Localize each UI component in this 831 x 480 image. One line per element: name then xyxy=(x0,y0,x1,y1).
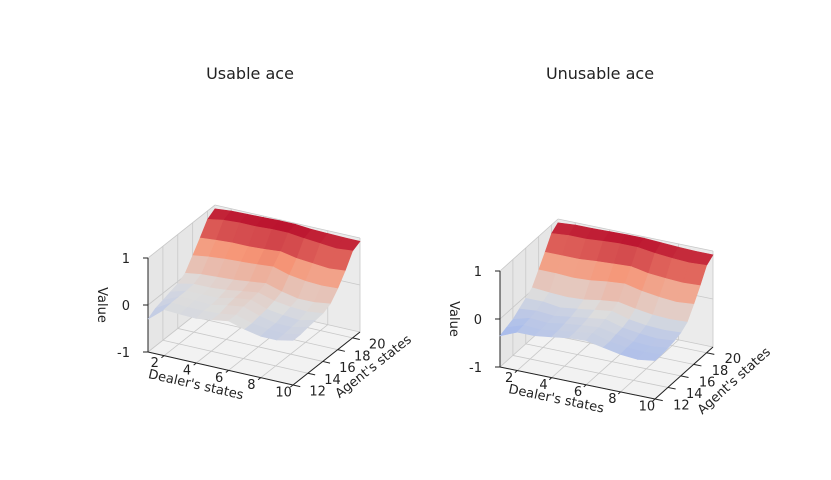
x-tick xyxy=(290,384,294,388)
x-axis-label: Dealer's states xyxy=(147,367,245,403)
y-tick-label: 12 xyxy=(673,398,690,413)
x-tick-label: 10 xyxy=(275,385,292,400)
y-tick-label: 18 xyxy=(354,349,371,364)
chart-title-left: Usable ace xyxy=(206,64,294,83)
y-tick xyxy=(654,398,663,402)
y-tick-label: 12 xyxy=(309,385,326,400)
x-tick-label: 6 xyxy=(215,371,223,386)
x-tick-label: 2 xyxy=(151,356,159,371)
z-tick-label: 0 xyxy=(474,313,482,328)
grid-line xyxy=(260,324,329,378)
y-tick xyxy=(292,384,301,388)
grid-line xyxy=(147,204,216,259)
surface-patch xyxy=(276,333,302,341)
z-tick-label: 0 xyxy=(122,299,130,314)
x-tick xyxy=(549,377,553,381)
y-tick-label: 20 xyxy=(369,337,386,352)
y-axis-line xyxy=(654,346,714,400)
x-axis-label: Dealer's states xyxy=(507,382,605,416)
y-tick-label: 14 xyxy=(324,373,341,388)
x-tick-label: 4 xyxy=(183,363,191,378)
z-tick-label: -1 xyxy=(117,346,130,361)
y-axis-line xyxy=(292,331,361,386)
x-tick xyxy=(161,355,165,359)
y-tick xyxy=(680,375,689,378)
grid-line xyxy=(620,339,679,393)
x-tick xyxy=(193,362,197,366)
surface-patch xyxy=(637,351,663,361)
x-tick xyxy=(617,391,621,395)
z-tick-label: 1 xyxy=(474,265,482,280)
x-tick xyxy=(583,384,587,388)
x-tick xyxy=(652,398,656,402)
y-tick-label: 20 xyxy=(725,352,742,367)
grid-line xyxy=(525,343,681,377)
y-tick xyxy=(706,352,715,355)
y-tick-label: 16 xyxy=(699,375,716,390)
grid-line xyxy=(214,204,361,239)
chart-title-right: Unusable ace xyxy=(546,64,654,83)
x-tick-label: 8 xyxy=(247,378,255,393)
y-tick xyxy=(352,337,360,341)
z-axis-label: Value xyxy=(94,287,109,323)
x-axis-line xyxy=(499,366,656,400)
surface xyxy=(147,208,361,341)
x-axis-line xyxy=(147,351,294,386)
grid-line xyxy=(499,218,559,272)
y-tick xyxy=(337,349,346,352)
y-tick xyxy=(322,360,331,364)
grid-line xyxy=(512,355,668,388)
y-tick-label: 16 xyxy=(339,361,356,376)
y-tick-label: 14 xyxy=(686,387,703,402)
grid-line xyxy=(162,339,308,374)
y-tick xyxy=(667,386,676,390)
surface xyxy=(499,222,714,361)
x-tick-label: 2 xyxy=(505,371,513,386)
y-tick-label: 18 xyxy=(712,364,729,379)
x-tick xyxy=(514,370,518,374)
z-tick-label: 1 xyxy=(122,252,130,267)
x-tick-label: 10 xyxy=(639,399,656,414)
x-tick xyxy=(257,377,262,381)
z-axis-label: Value xyxy=(446,301,461,337)
z-tick-label: -1 xyxy=(469,361,482,376)
grid-line xyxy=(177,328,323,362)
x-tick xyxy=(225,369,229,373)
y-tick xyxy=(693,363,702,367)
x-tick-label: 6 xyxy=(574,385,582,400)
y-tick xyxy=(307,372,316,376)
x-tick-label: 4 xyxy=(539,378,547,393)
grid-line xyxy=(557,218,714,252)
x-tick-label: 8 xyxy=(608,392,616,407)
